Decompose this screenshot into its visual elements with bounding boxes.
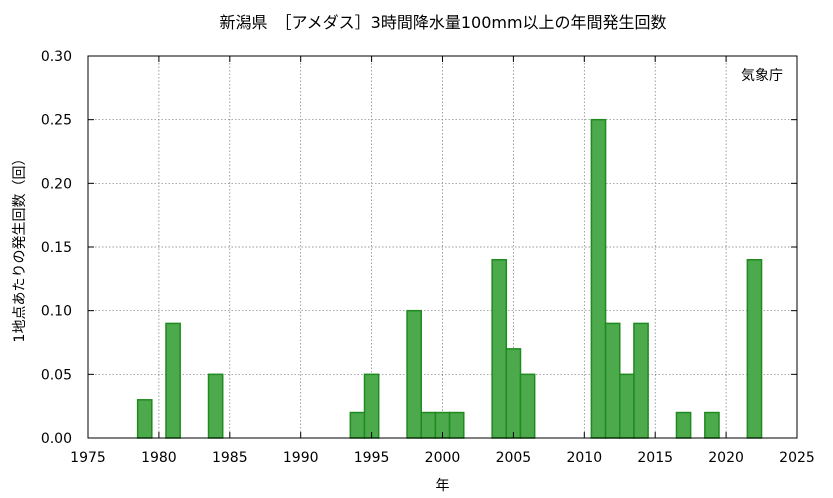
bar-2013 bbox=[619, 373, 635, 439]
x-tick-label: 2010 bbox=[566, 450, 602, 466]
x-tick-label: 1985 bbox=[212, 450, 248, 466]
bars-layer bbox=[136, 118, 763, 439]
x-tick-label: 2020 bbox=[708, 450, 744, 466]
x-tick-label: 2015 bbox=[637, 450, 673, 466]
bar-1999 bbox=[420, 411, 437, 439]
y-tick-label: 0.00 bbox=[41, 431, 72, 447]
y-tick-label: 0.05 bbox=[41, 367, 72, 383]
bar-2001 bbox=[448, 411, 465, 439]
ticks-layer: 1975 1980 1985 1990 1995 2000 2005 2010 2015 2020… bbox=[41, 49, 815, 466]
x-axis-label: 年 bbox=[436, 478, 450, 494]
bar-1979 bbox=[136, 399, 153, 439]
bar-2006 bbox=[519, 373, 536, 439]
y-tick-label: 0.15 bbox=[41, 240, 72, 256]
x-tick-label: 1995 bbox=[354, 450, 390, 466]
bar-1994 bbox=[349, 411, 366, 439]
bar-2014 bbox=[633, 322, 649, 439]
x-tick-label: 2000 bbox=[425, 450, 461, 466]
bar-1995 bbox=[363, 373, 380, 439]
bar-1998 bbox=[406, 309, 422, 439]
bar-2022 bbox=[746, 258, 763, 439]
grid-layer bbox=[88, 56, 797, 438]
bar-2017 bbox=[675, 411, 692, 439]
chart-title: 新潟県 ［アメダス］3時間降水量100mm以上の年間発生回数 bbox=[219, 13, 666, 32]
bar-1981 bbox=[165, 322, 181, 439]
x-tick-label: 2025 bbox=[779, 450, 815, 466]
y-tick-label: 0.25 bbox=[41, 113, 72, 129]
x-tick-label: 1975 bbox=[70, 450, 106, 466]
bar-2012 bbox=[604, 322, 621, 439]
bar-2005 bbox=[505, 348, 522, 439]
bar-2019 bbox=[704, 411, 720, 439]
credit-label: 気象庁 bbox=[741, 68, 783, 84]
x-tick-label: 2005 bbox=[496, 450, 532, 466]
bar-2004 bbox=[491, 258, 508, 439]
y-tick-label: 0.30 bbox=[41, 49, 72, 65]
y-tick-label: 0.20 bbox=[41, 176, 72, 192]
y-tick-label: 0.10 bbox=[41, 304, 72, 320]
x-tick-label: 1990 bbox=[283, 450, 319, 466]
bar-2011 bbox=[590, 118, 607, 439]
bar-1984 bbox=[207, 373, 224, 439]
x-tick-label: 1980 bbox=[141, 450, 177, 466]
y-axis-label: 1地点あたりの発生回数（回） bbox=[12, 152, 28, 343]
